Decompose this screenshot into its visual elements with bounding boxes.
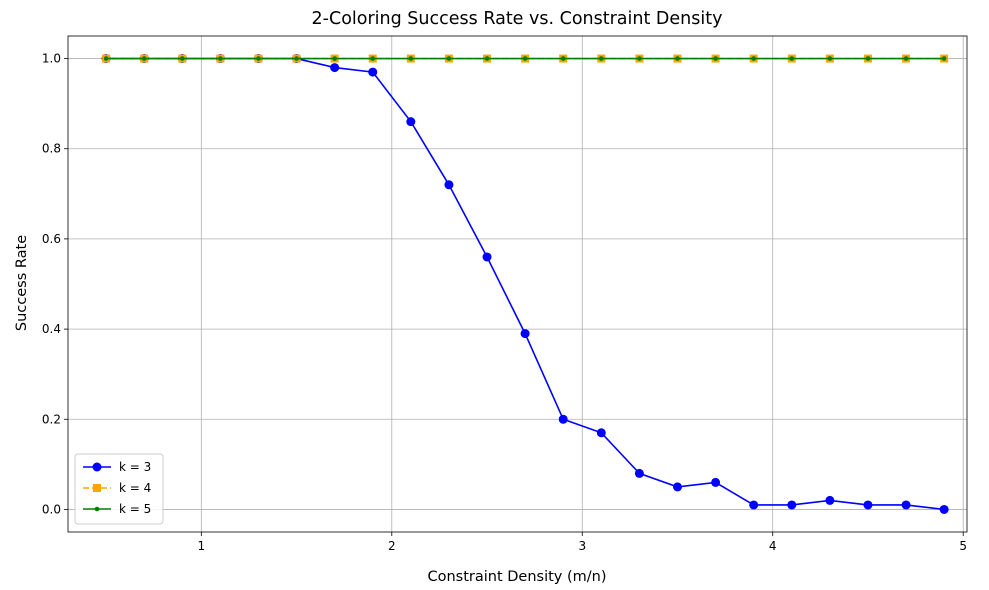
data-point	[368, 67, 378, 77]
data-point	[637, 56, 642, 61]
legend-item: k = 4	[83, 481, 151, 495]
x-tick-label: 4	[769, 539, 777, 553]
data-point	[863, 500, 873, 510]
data-point	[825, 495, 835, 505]
data-point	[827, 56, 833, 61]
y-axis-label: Success Rate	[14, 235, 30, 331]
data-point	[179, 56, 185, 61]
data-point	[330, 63, 340, 73]
data-point	[713, 56, 718, 61]
data-point	[370, 56, 376, 61]
data-point	[711, 477, 721, 487]
data-point	[599, 56, 604, 61]
data-point	[141, 56, 147, 61]
data-point	[522, 56, 528, 61]
data-point	[218, 56, 223, 61]
legend-marker	[92, 462, 102, 472]
data-point	[672, 482, 682, 492]
data-point	[675, 56, 680, 61]
data-point	[482, 252, 492, 262]
series-line	[106, 57, 945, 511]
data-point	[446, 56, 452, 61]
x-tick-label: 3	[578, 539, 586, 553]
data-point	[256, 56, 261, 61]
data-point	[484, 56, 490, 61]
data-point	[749, 500, 759, 510]
legend-label: k = 3	[119, 460, 151, 474]
data-point	[520, 329, 530, 339]
plot-frame	[67, 35, 968, 533]
data-point	[903, 56, 909, 61]
data-point	[408, 56, 414, 61]
data-point	[865, 56, 871, 61]
y-tick-label: 0.4	[42, 322, 61, 336]
data-point	[560, 56, 566, 61]
grid	[68, 36, 967, 532]
legend-label: k = 5	[119, 502, 151, 516]
legend-marker	[94, 506, 100, 512]
data-point	[789, 56, 795, 61]
series-3	[103, 56, 947, 61]
legend-label: k = 4	[119, 481, 151, 495]
y-tick-label: 0.8	[42, 142, 61, 156]
y-tick-label: 0.2	[42, 412, 61, 426]
data-point	[103, 56, 109, 61]
data-point	[332, 56, 337, 61]
x-tick-label: 1	[198, 539, 206, 553]
y-tick-label: 0.6	[42, 232, 61, 246]
series-layer	[101, 54, 949, 514]
data-point	[558, 414, 568, 424]
data-point	[634, 468, 644, 478]
legend-item: k = 3	[83, 460, 151, 474]
x-axis-label: Constraint Density (m/n)	[427, 569, 606, 585]
data-point	[901, 500, 911, 510]
legend-item: k = 5	[83, 502, 151, 516]
data-point	[444, 180, 454, 190]
axis-ticks: 1 2 3 4 5 0.0 0.2 0.4 0.6 0.8 1.0	[42, 52, 967, 553]
data-point	[294, 56, 299, 61]
data-point	[751, 56, 756, 61]
data-point	[406, 117, 416, 127]
data-point	[596, 428, 606, 438]
y-tick-label: 1.0	[42, 52, 61, 66]
legend: k = 3 k = 4 k = 5	[74, 453, 164, 525]
data-point	[939, 504, 949, 514]
chart-title: 2-Coloring Success Rate vs. Constraint D…	[312, 9, 723, 29]
series-1	[101, 54, 949, 514]
x-tick-label: 2	[388, 539, 396, 553]
y-tick-label: 0.0	[42, 502, 61, 516]
data-point	[787, 500, 797, 510]
x-tick-label: 5	[959, 539, 967, 553]
data-point	[941, 56, 947, 61]
legend-marker	[93, 484, 101, 492]
